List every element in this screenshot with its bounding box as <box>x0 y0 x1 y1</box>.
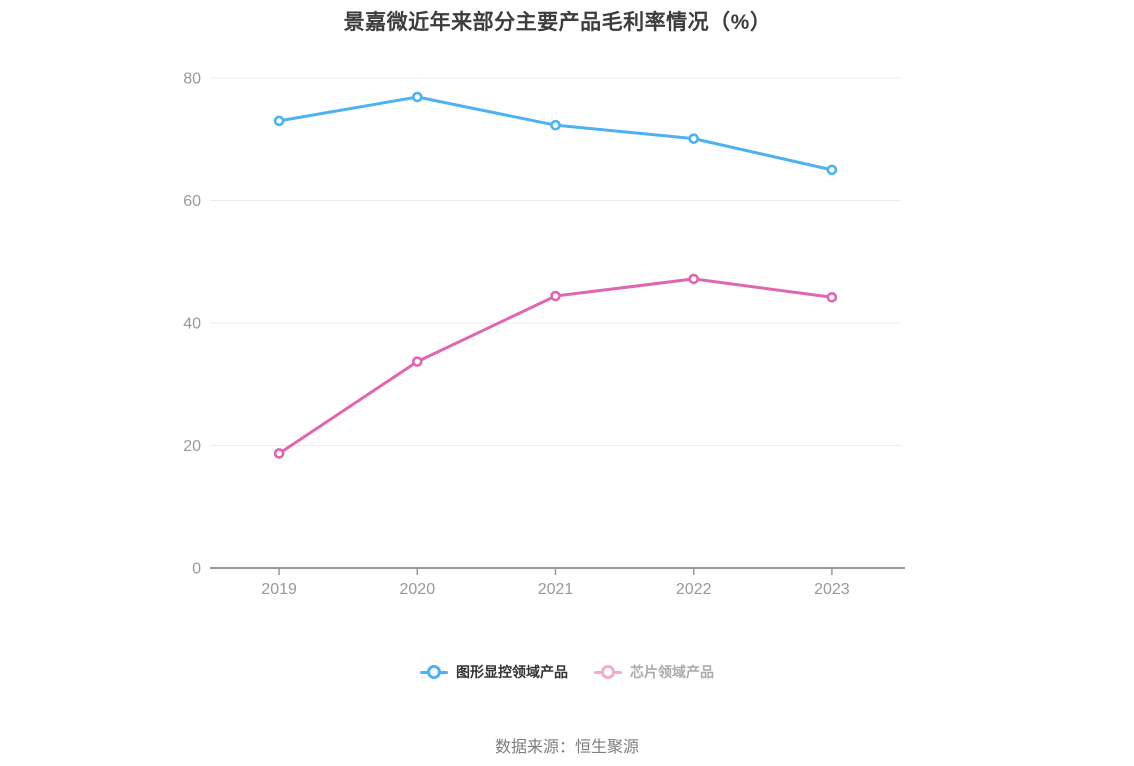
series-0 <box>273 91 838 176</box>
x-axis-labels: 2019 2020 2021 2022 2023 <box>261 569 850 598</box>
data-point-marker[interactable] <box>826 291 838 303</box>
legend-item-label: 芯片领域产品 <box>630 664 714 680</box>
legend: 图形显控领域产品 芯片领域产品 <box>0 662 1134 682</box>
legend-line-marker-icon <box>594 665 622 679</box>
legend-item-graphics-display-products[interactable]: 图形显控领域产品 <box>420 662 568 682</box>
svg-text:2021: 2021 <box>538 581 574 598</box>
data-point-marker[interactable] <box>411 91 423 103</box>
gridlines <box>210 77 901 446</box>
data-source: 数据来源：恒生聚源 <box>494 739 639 756</box>
chart-title: 景嘉微近年来部分主要产品毛利率情况（%） <box>343 11 772 34</box>
data-point-marker[interactable] <box>688 273 700 285</box>
legend-item-chip-products[interactable]: 芯片领域产品 <box>594 662 714 682</box>
svg-text:2020: 2020 <box>400 581 436 598</box>
legend-line-marker-icon <box>420 665 448 679</box>
series-1 <box>273 273 838 459</box>
data-point-marker[interactable] <box>411 356 423 367</box>
data-point-marker[interactable] <box>826 164 838 176</box>
y-axis-labels: 0 20 40 60 80 <box>183 71 201 578</box>
legend-item-label: 图形显控领域产品 <box>456 664 568 680</box>
data-point-marker[interactable] <box>688 133 700 144</box>
svg-text:40: 40 <box>183 316 201 333</box>
svg-text:80: 80 <box>183 71 201 88</box>
svg-text:2022: 2022 <box>676 581 712 598</box>
data-point-marker[interactable] <box>273 115 285 127</box>
svg-text:0: 0 <box>192 561 201 578</box>
svg-text:2023: 2023 <box>814 581 850 598</box>
data-point-marker[interactable] <box>550 290 561 302</box>
svg-text:2019: 2019 <box>261 581 297 598</box>
chart-canvas: 0 20 40 60 80 2019 2020 2021 2022 2023 <box>183 71 905 598</box>
svg-text:20: 20 <box>183 438 201 455</box>
svg-text:60: 60 <box>183 193 201 210</box>
data-point-marker[interactable] <box>273 448 285 459</box>
data-point-marker[interactable] <box>550 119 561 131</box>
